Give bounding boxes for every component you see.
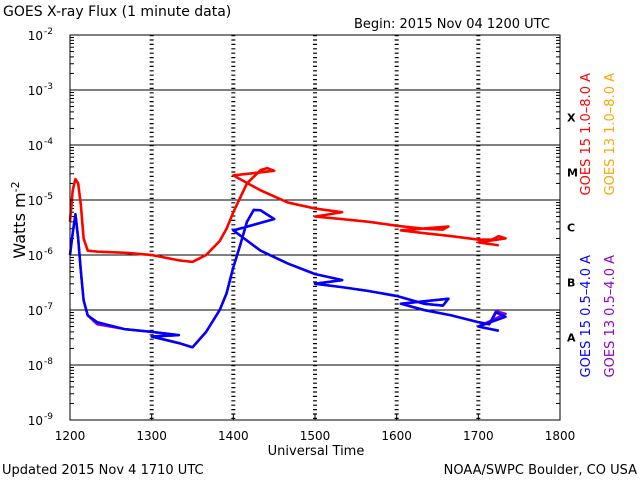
legend: GOES 15 1.0–8.0 A GOES 13 1.0–8.0 A GOES 1… [579,73,618,378]
x-tick-label: 1800 [545,429,576,443]
y-tick-label: 10 [28,194,43,208]
source-label: NOAA/SWPC Boulder, CO USA [444,463,637,478]
x-tick-label: 1600 [381,429,412,443]
series-line [68,166,507,264]
flare-class-label: X [567,112,576,125]
y-tick-label: 10 [28,359,43,373]
y-axis-label: Watts m-2 [9,181,29,258]
series-layer [68,166,507,349]
flare-class-label: C [567,222,575,235]
y-tick-exponent: -4 [44,137,53,147]
updated-label: Updated 2015 Nov 4 1710 UTC [2,463,204,478]
y-tick-label: 10 [28,304,43,318]
x-tick-label: 1300 [136,429,167,443]
y-tick-exponent: -2 [44,27,53,37]
x-axis-label: Universal Time [268,444,365,459]
y-tick-label: 10 [28,249,43,263]
y-tick-exponent: -8 [44,357,53,367]
y-tick-exponent: -9 [44,412,53,422]
y-tick-label: 10 [28,29,43,43]
x-tick-label: 1700 [463,429,494,443]
flare-class-labels: A B C M X [567,112,578,345]
y-tick-label: 10 [28,139,43,153]
y-tick-exponent: -6 [44,247,53,257]
chart-title: GOES X-ray Flux (1 minute data) [3,4,231,20]
legend-entry: GOES 15 1.0–8.0 A [579,73,594,196]
legend-entry: GOES 13 1.0–8.0 A [603,73,618,196]
y-tick-exponent: -7 [44,302,53,312]
legend-entry: GOES 15 0.5–4.0 A [579,255,594,378]
x-axis-ticks: 1200 1300 1400 1500 1600 1700 1800 [55,414,576,443]
flare-class-label: B [567,277,575,290]
flare-class-label: M [567,167,578,180]
series-line [68,208,507,349]
x-tick-label: 1400 [218,429,249,443]
x-tick-label: 1200 [55,429,86,443]
y-axis-ticks: 10-910-810-710-610-510-410-310-2 [28,27,78,428]
begin-label: Begin: 2015 Nov 04 1200 UTC [354,17,550,32]
y-tick-label: 10 [28,84,43,98]
flare-class-label: A [567,332,576,345]
legend-entry: GOES 13 0.5–4.0 A [603,255,618,378]
y-tick-exponent: -5 [44,192,53,202]
x-tick-label: 1500 [300,429,331,443]
y-tick-label: 10 [28,414,43,428]
y-tick-exponent: -3 [44,82,53,92]
